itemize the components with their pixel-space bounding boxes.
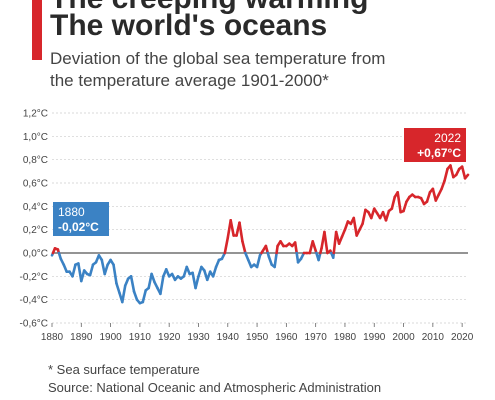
series-segment <box>88 263 95 277</box>
series-segment <box>463 173 470 180</box>
x-tick-label: 1890 <box>70 332 93 343</box>
series-segment <box>323 230 329 255</box>
y-tick-label: 1,2°C <box>23 109 48 120</box>
y-tick-label: 0,2°C <box>23 225 48 236</box>
series-segment <box>71 263 77 278</box>
annotations: 1880-0,02°C 2022+0,67°C <box>53 128 466 236</box>
series-segment <box>141 289 148 304</box>
annotation-year: 2022 <box>434 131 461 145</box>
chart: 1,2°C 1,0°C 0,8°C 0,6°C 0,4°C 0,2°C 0,0°C -0,2°… <box>20 109 474 344</box>
series-segment <box>238 221 244 243</box>
series-segment <box>197 265 203 278</box>
y-tick-label: 0,4°C <box>23 202 48 213</box>
annotation-box <box>53 202 109 236</box>
y-axis-ticks: 1,2°C 1,0°C 0,8°C 0,6°C 0,4°C 0,2°C 0,0°C -0,2°… <box>20 109 48 330</box>
series-segment <box>223 236 230 255</box>
y-tick-label: -0,6°C <box>20 319 48 330</box>
x-tick-label: 1940 <box>217 332 240 343</box>
x-tick-label: 1980 <box>334 332 357 343</box>
x-tick-label: 1970 <box>305 332 328 343</box>
series-segment <box>390 195 397 210</box>
series-segment <box>343 220 350 231</box>
x-tick-label: 1920 <box>158 332 181 343</box>
title-line-1: The creeping warming <box>50 0 368 15</box>
series-segment <box>352 216 358 237</box>
y-tick-label: -0,2°C <box>20 272 48 283</box>
x-tick-label: 2020 <box>451 332 474 343</box>
x-tick-label: 1990 <box>363 332 386 343</box>
series-segment <box>443 167 449 182</box>
series-segment <box>159 275 165 296</box>
series-segment <box>440 179 446 191</box>
title-line-2: The world's oceans <box>50 9 328 42</box>
x-tick-label: 1880 <box>41 332 64 343</box>
series-segment <box>229 219 235 237</box>
series-line <box>50 164 470 305</box>
series-segment <box>384 209 391 222</box>
series-segment <box>431 187 438 202</box>
series-segment <box>150 272 156 284</box>
series-segment <box>241 240 247 255</box>
series-segment <box>132 290 139 301</box>
series-segment <box>121 284 127 304</box>
series-segment <box>460 165 467 180</box>
annotation-value: +0,67°C <box>417 146 461 160</box>
annotation-year: 1880 <box>58 205 85 219</box>
series-segment <box>311 240 317 252</box>
source-note: Source: National Oceanic and Atmospheric… <box>48 380 382 395</box>
series-segment <box>255 254 262 269</box>
series-segment <box>211 265 218 278</box>
x-tick-label: 1910 <box>129 332 152 343</box>
series-segment <box>449 164 455 179</box>
x-axis-ticks: 1880 1890 1900 1910 1920 1930 1940 1950 1960 1970… <box>41 323 474 343</box>
x-tick-label: 1900 <box>99 332 122 343</box>
x-tick-label: 2010 <box>422 332 445 343</box>
series-segment <box>267 255 274 266</box>
series-segment <box>129 275 136 293</box>
x-tick-label: 1950 <box>246 332 269 343</box>
subtitle-line-2: the temperature average 1901-2000* <box>50 71 329 90</box>
series-segment <box>396 191 402 214</box>
annotation-box <box>404 128 466 162</box>
series-segment <box>79 269 86 283</box>
series-segment <box>103 263 109 276</box>
series-segment <box>273 251 278 269</box>
y-tick-label: 0,0°C <box>23 249 48 260</box>
y-tick-label: 0,8°C <box>23 155 48 166</box>
subtitle-line-1: Deviation of the global sea temperature … <box>50 49 386 68</box>
y-tick-label: -0,4°C <box>20 295 48 306</box>
series-segment <box>425 191 432 203</box>
series-segment <box>115 282 121 294</box>
y-tick-label: 0,6°C <box>23 179 48 190</box>
series-segment <box>293 241 299 255</box>
x-tick-label: 2000 <box>392 332 415 343</box>
annotation-value: -0,02°C <box>58 220 99 234</box>
y-tick-label: 1,0°C <box>23 132 48 143</box>
x-tick-label: 1960 <box>275 332 298 343</box>
footnote: * Sea surface temperature <box>48 362 200 377</box>
x-tick-label: 1930 <box>187 332 210 343</box>
series-segment <box>361 208 367 226</box>
series-segment <box>402 200 408 213</box>
series-segment <box>112 263 118 285</box>
accent-bar <box>32 0 42 60</box>
series-segment <box>194 275 200 290</box>
